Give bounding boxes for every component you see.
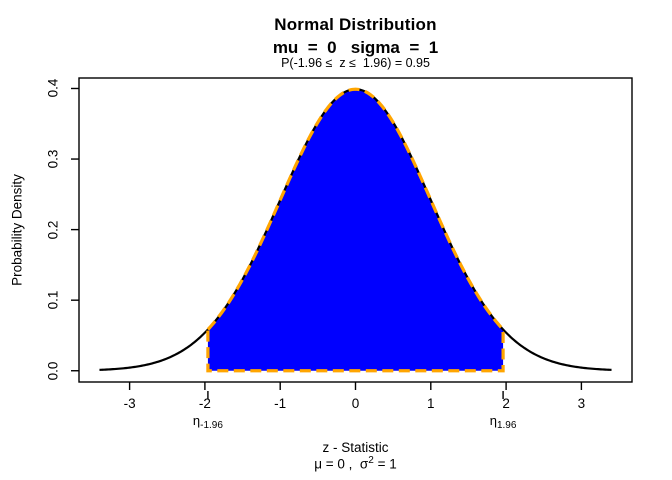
y-tick-label: 0.2 <box>45 220 61 239</box>
shaded-area-outline <box>206 87 505 373</box>
eta-symbol: η <box>192 413 201 428</box>
x-tick-label: -3 <box>123 396 136 411</box>
x-axis-title: z - Statistic <box>322 440 389 455</box>
x-tick-label: -2 <box>198 396 211 411</box>
x-axis-subtitle: μ = 0 , σ2 = 1 <box>79 455 632 472</box>
y-tick-label: 0.4 <box>45 79 61 98</box>
variance-value: = 1 <box>373 456 397 472</box>
title-block: Normal Distribution mu = 0 sigma = 1 P(-… <box>79 15 632 70</box>
sigma-exponent: 2 <box>368 455 374 466</box>
x-tick-label: 2 <box>502 396 510 411</box>
x-tick-label: 0 <box>351 396 360 411</box>
x-tick-label: 3 <box>577 396 586 411</box>
eta-label: η1.96 <box>490 413 517 431</box>
y-tick-label: 0.1 <box>45 290 61 310</box>
x-tick-label: -1 <box>274 396 287 411</box>
probability-annotation: P(-1.96 ≤ z ≤ 1.96) = 0.95 <box>281 56 430 70</box>
y-tick-label: 0.3 <box>45 149 61 169</box>
chart-title: Normal Distribution <box>274 15 437 34</box>
y-axis-title: Probability Density <box>9 174 25 286</box>
eta-symbol: η <box>489 413 497 428</box>
eta-subscript: 1.96 <box>496 420 517 431</box>
y-tick-label: 0.0 <box>45 361 61 381</box>
mu-sigma-text: μ = 0 , σ <box>314 456 369 472</box>
x-tick-label: 1 <box>427 396 435 411</box>
eta-subscript: -1.96 <box>200 420 223 431</box>
shaded-area <box>207 89 504 371</box>
chart-subtitle: mu = 0 sigma = 1 <box>272 38 439 57</box>
eta-label: η-1.96 <box>193 413 223 431</box>
axis-ticks <box>71 87 583 399</box>
